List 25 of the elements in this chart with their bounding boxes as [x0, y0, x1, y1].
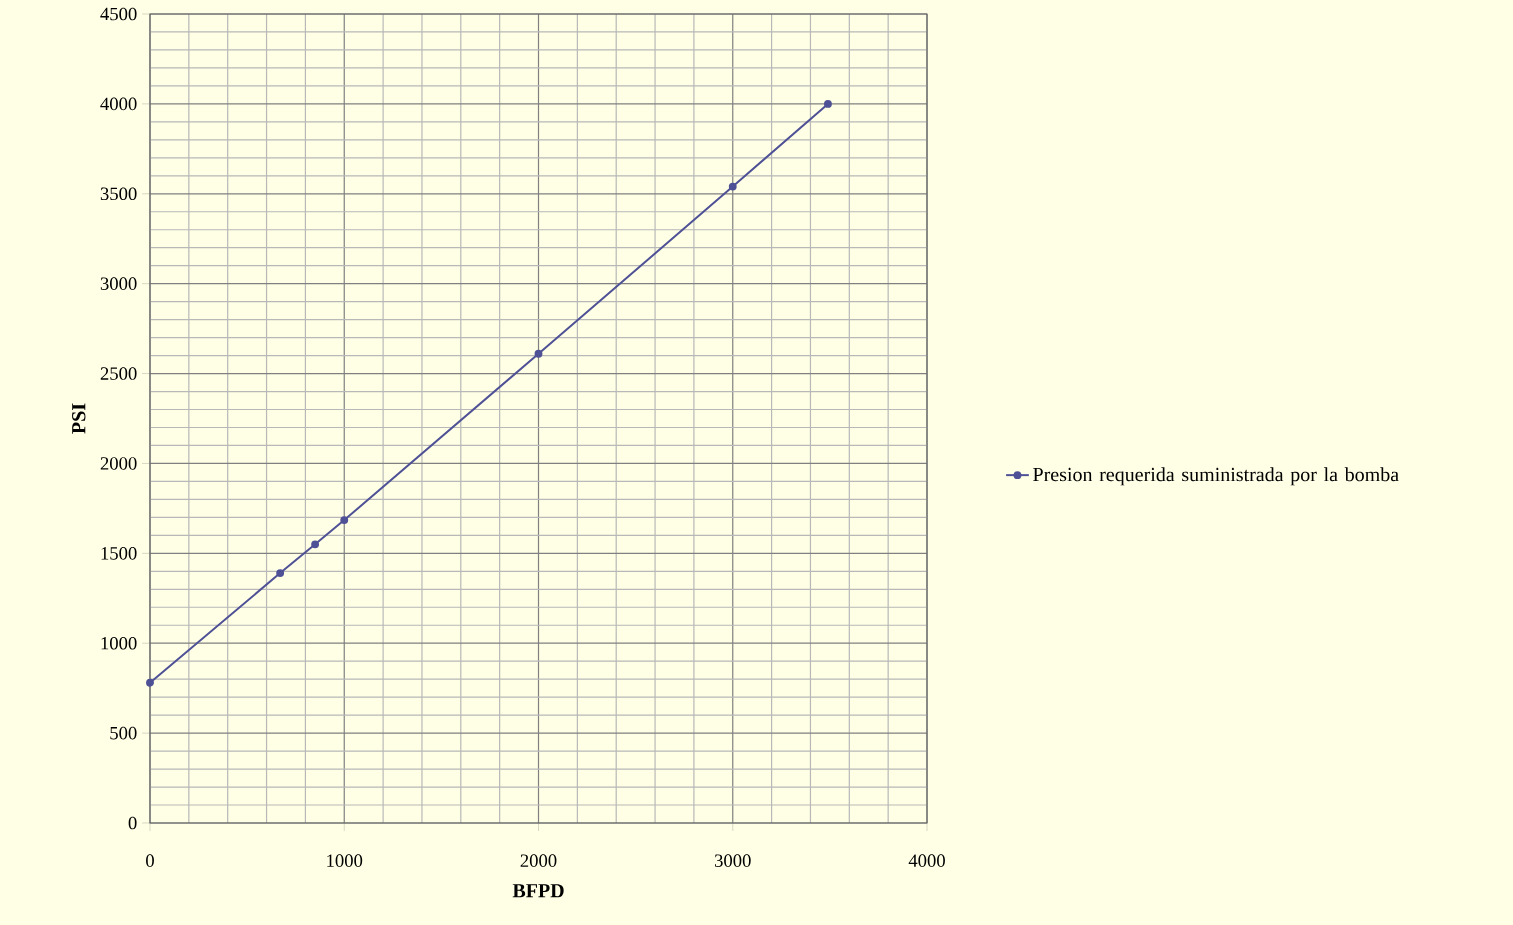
legend-label: Presion requerida suministrada por la bomba — [1033, 467, 1399, 486]
y-tick-label: 2000 — [100, 457, 137, 470]
x-tick-label: 1000 — [327, 854, 363, 867]
point — [276, 569, 285, 578]
x-tick-label: 0 — [146, 854, 154, 867]
x-tick-label: 4000 — [908, 854, 945, 867]
y-tick-label: 1500 — [101, 547, 137, 560]
point — [146, 678, 154, 687]
point — [534, 349, 543, 358]
y-tick-label: 2500 — [100, 367, 137, 380]
point — [728, 182, 737, 191]
y-tick-label: 3000 — [100, 277, 137, 290]
y-tick-label: 4500 — [100, 7, 137, 21]
y-tick-label: 1000 — [101, 636, 137, 650]
x-tick-label: 2000 — [520, 854, 557, 867]
x-tick-label: 3000 — [714, 854, 751, 867]
y-tick-label: 3500 — [100, 187, 137, 201]
y-axis-title: PSI — [72, 403, 86, 434]
point — [824, 99, 832, 108]
y-tick-label: 500 — [110, 726, 137, 740]
y-tick-label: 4000 — [100, 97, 137, 111]
x-axis-title: BFPD — [512, 884, 564, 898]
point — [311, 540, 320, 549]
point — [340, 516, 349, 524]
y-tick-label: 0 — [128, 816, 137, 830]
